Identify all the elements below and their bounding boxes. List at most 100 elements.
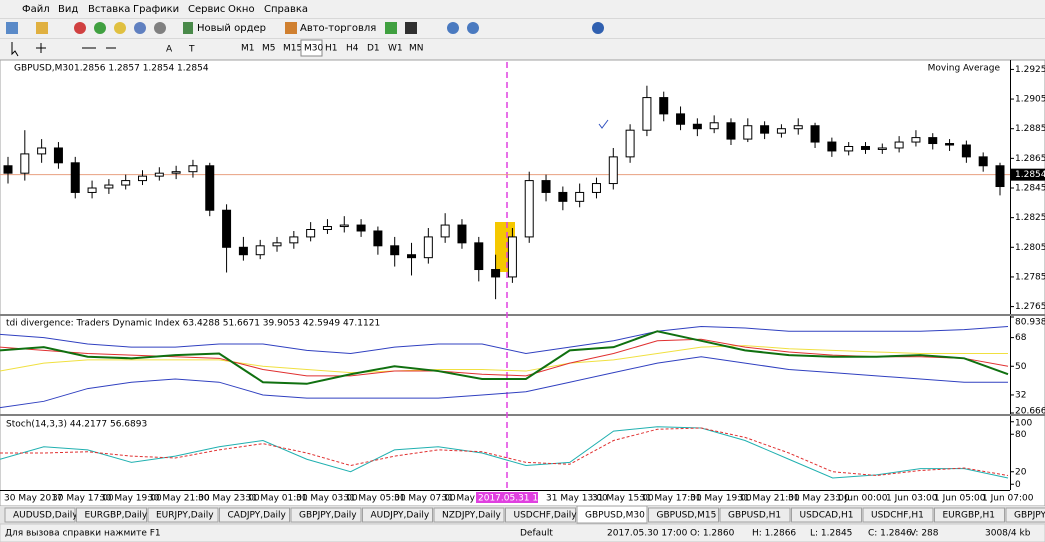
candle-body [659,97,669,115]
tab-label[interactable]: USDCHF,Daily [514,511,578,521]
candle-body [222,209,232,248]
tab-label[interactable]: GBPJPY [1014,511,1045,521]
tab-label[interactable]: GBPUSD,M15 [657,511,717,521]
icon[interactable] [36,22,48,34]
status-bar [0,523,1045,542]
candle-body [776,128,786,134]
tab[interactable] [791,507,862,523]
timeframe-button[interactable]: M1 [241,44,255,54]
indicator-scale-label: 100 [1015,419,1032,429]
icon[interactable] [183,22,193,34]
icon[interactable]: T [188,45,195,55]
indicator-line [0,427,1009,477]
indicator-line [0,426,1009,479]
tab[interactable] [505,507,576,523]
candle-body [373,230,383,247]
icon[interactable] [6,22,18,34]
candle-body [709,122,719,130]
icon[interactable] [592,22,604,34]
candle-body [440,224,450,238]
candle-body [87,187,97,193]
icon[interactable] [11,42,19,57]
tab[interactable] [290,507,362,523]
tab[interactable] [433,507,505,523]
icon[interactable] [285,22,297,34]
icon[interactable] [385,22,397,34]
candle-body [692,123,702,130]
tab-label[interactable]: GBPUSD,M30 [585,511,645,521]
timeframe-button[interactable]: W1 [388,44,403,54]
timeframe-button[interactable]: H4 [346,44,359,54]
tab[interactable] [934,507,1005,523]
auto-trading-button[interactable]: Авто-торговля [300,23,376,34]
tab-label[interactable]: AUDUSD,Daily [13,511,78,521]
icon[interactable] [467,22,479,34]
menu-item[interactable]: Графики [133,4,179,15]
candle-body [507,236,517,278]
timeframe-button[interactable]: D1 [367,44,380,54]
tab[interactable] [576,505,648,524]
candle-body [541,180,551,193]
tab-label[interactable]: NZDJPY,Daily [442,511,502,521]
candle-body [171,171,181,174]
icon[interactable] [94,22,106,34]
candle-body [894,141,904,149]
status-text: H: 1.2866 [752,529,796,539]
status-text: 3008/4 kb [985,529,1031,539]
tab-label[interactable]: EURGBP,H1 [943,511,995,521]
tab[interactable] [362,507,433,523]
new-order-button[interactable]: Новый ордер [197,23,266,34]
indicator-scale-label: 0 [1015,480,1021,490]
tab[interactable] [719,507,791,523]
indicator-line [0,330,1009,385]
tab[interactable] [4,507,76,523]
time-label: 31 May 23:00 [788,494,850,504]
cursor-time-box [476,492,538,503]
icon[interactable] [154,22,166,34]
tab[interactable] [648,507,719,523]
candle-body [860,145,870,150]
candle-body [289,236,299,244]
chart-symbol: GBPUSD,M30 [14,64,74,74]
indicator-line [0,325,1009,355]
tab-label[interactable]: EURJPY,Daily [156,511,214,521]
menu-item[interactable]: Вставка [88,4,130,15]
menu-item[interactable]: Вид [58,4,78,15]
icon[interactable] [447,22,459,34]
timeframe-button[interactable]: MN [409,44,424,54]
icon[interactable] [405,22,417,34]
timeframe-button[interactable]: M15 [283,44,302,54]
menu-item[interactable]: Сервис [188,4,225,15]
timeframe-button[interactable]: M5 [262,44,276,54]
tab[interactable] [147,507,219,523]
menu-item[interactable]: Окно [228,4,255,15]
indicator-line [0,356,1008,409]
icon[interactable]: A [166,45,173,55]
indicator-title: Stoch(14,3,3) 44.2177 56.6893 [6,420,147,430]
icon[interactable] [74,22,86,34]
price-label: 1.2905 [1015,95,1045,105]
tab-label[interactable]: USDCHF,H1 [871,511,924,521]
icon[interactable] [36,43,46,53]
tab-label[interactable]: GBPUSD,H1 [728,511,781,521]
timeframe-button[interactable]: H1 [325,44,338,54]
candle-body [121,180,131,186]
tab[interactable] [1005,507,1045,523]
menu-item[interactable]: Файл [22,4,50,15]
candle-body [37,147,47,155]
tab[interactable] [862,507,934,523]
tab-label[interactable]: AUDJPY,Daily [371,511,430,521]
tab[interactable] [219,507,290,523]
tab-label[interactable]: CADJPY,Daily [228,511,287,521]
timeframe-button[interactable]: M30 [304,44,323,54]
tab-label[interactable]: USDCAD,H1 [800,511,854,521]
tab-label[interactable]: GBPJPY,Daily [299,511,357,521]
tab-label[interactable]: EURGBP,Daily [85,511,148,521]
time-label: 31 May 07:00 [394,494,456,504]
tab[interactable] [76,507,147,523]
candle-body [238,246,248,256]
icon[interactable] [114,22,126,34]
menu-item[interactable]: Справка [264,4,308,15]
price-label: 1.2865 [1015,154,1045,164]
icon[interactable] [134,22,146,34]
